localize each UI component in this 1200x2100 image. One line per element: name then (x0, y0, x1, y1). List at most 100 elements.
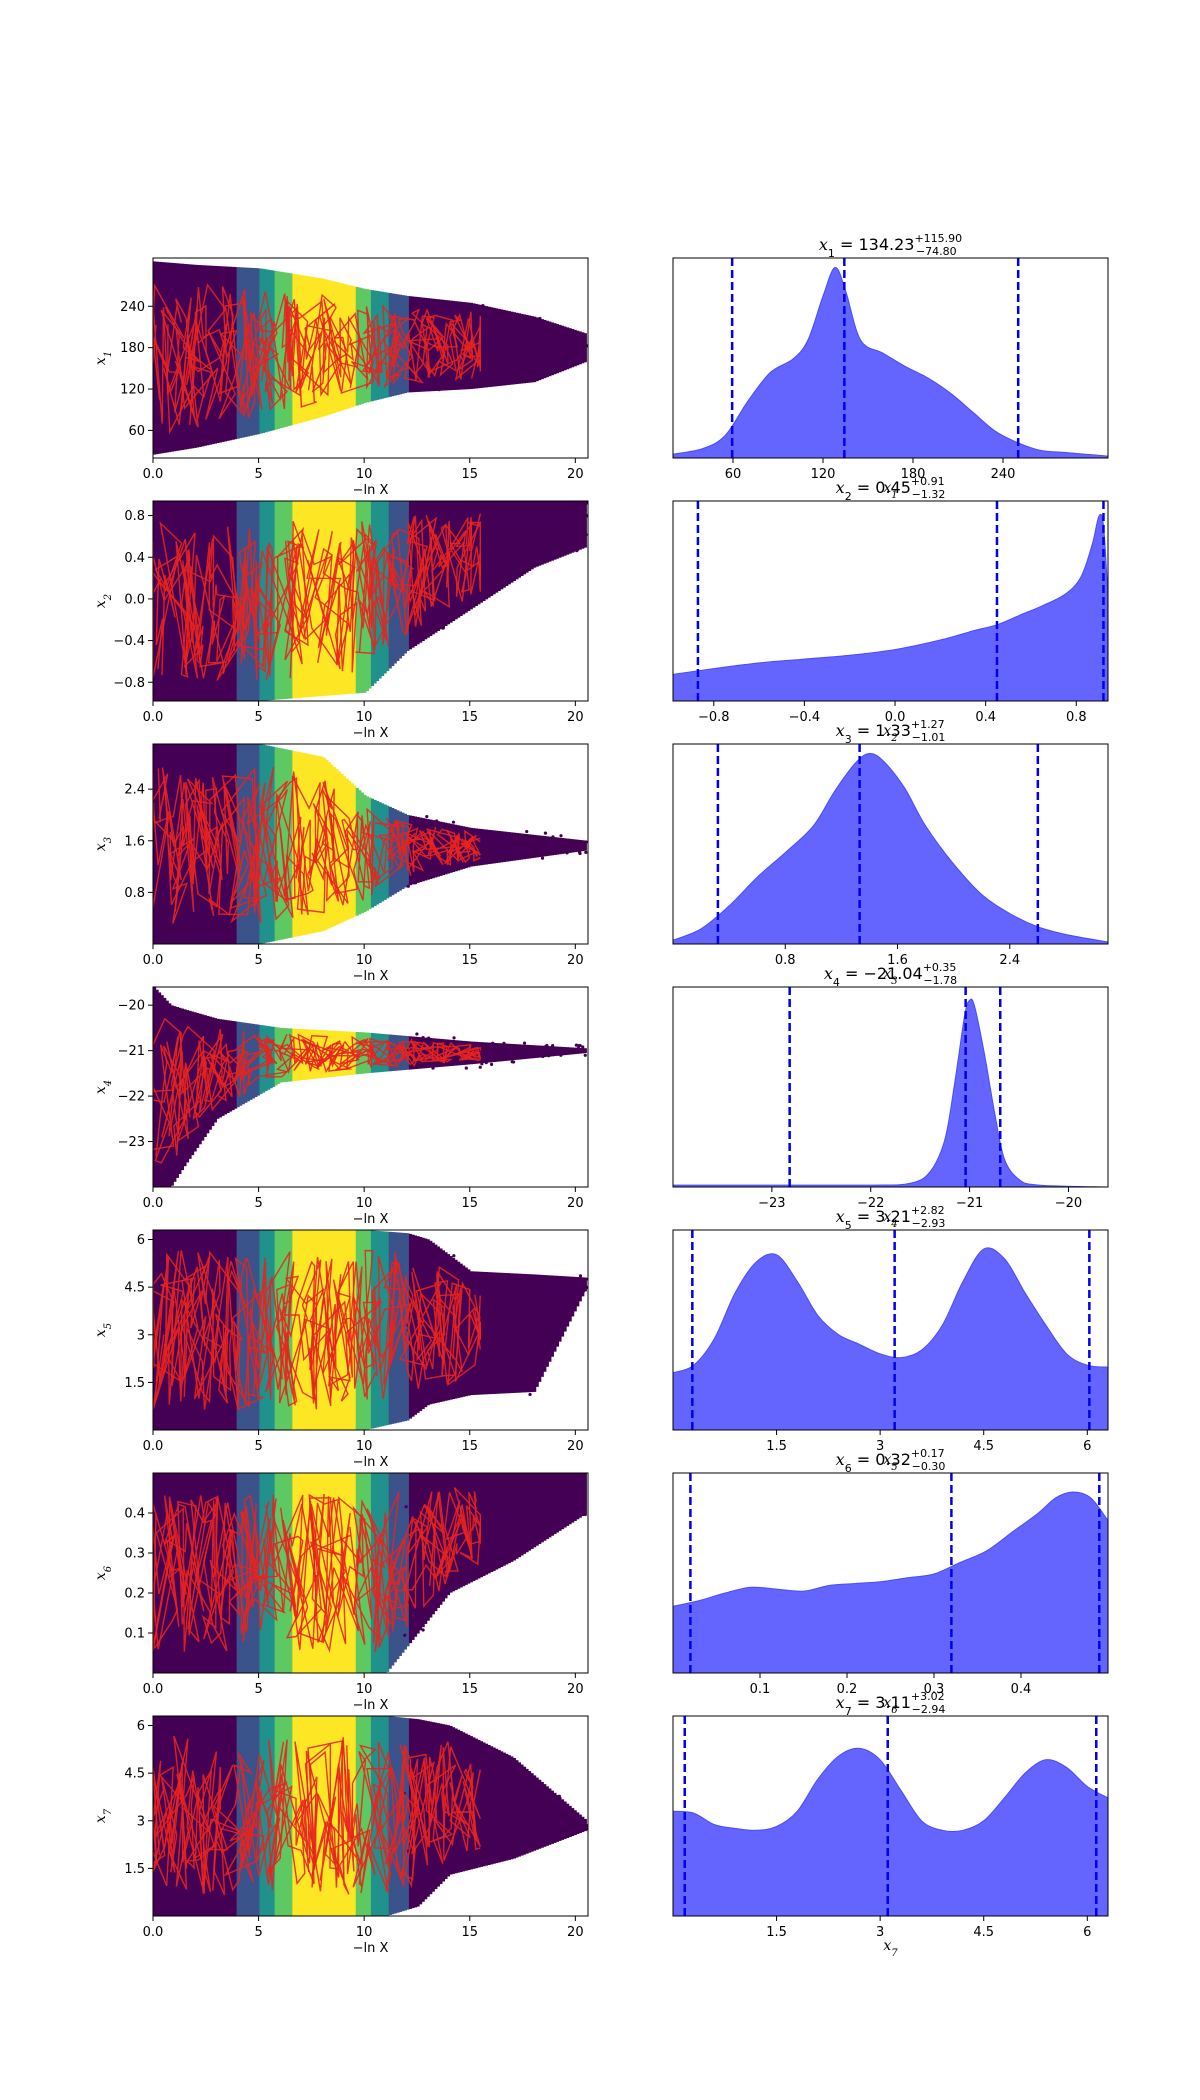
trace-panel-x7: 0.0 5 10 15 20 1.5 3 4.5 6 −ln X x7 (93, 1715, 589, 1956)
y-tick-label: −20 (118, 999, 145, 1014)
posterior-title: x7 = 3.11+3.02 −2.94 (836, 1690, 946, 1718)
y-axis-label: x1 (93, 351, 114, 365)
trace-line (153, 766, 478, 908)
trace-line (153, 1250, 481, 1411)
y-tick-label: 180 (120, 341, 145, 356)
x-tick-label: 0.4 (975, 710, 996, 725)
y-tick-label: 2.4 (124, 783, 145, 798)
y-tick-label: 3 (137, 1814, 145, 1829)
x-tick-label: 10 (356, 953, 373, 968)
y-tick-label: 4.5 (124, 1767, 145, 1782)
x-tick-label: 5 (254, 467, 262, 482)
x-axis-label: −ln X (353, 1212, 389, 1227)
x-tick-label: 0.0 (143, 1682, 164, 1697)
posterior-frame (672, 743, 1109, 945)
trace-line (153, 766, 481, 924)
x-axis-label: x5 (883, 1452, 897, 1473)
x-tick-label: 1.6 (887, 953, 908, 968)
x-tick-label: 10 (356, 710, 373, 725)
posterior-density (673, 1491, 1108, 1673)
trace-line (153, 515, 473, 675)
posterior-panel-x5: 1.5 3 4.5 6 x5 x5 = 3.21+2.82 −2.93 (672, 1204, 1109, 1473)
trace-line (153, 283, 474, 425)
x-tick-label: 3 (876, 1925, 884, 1940)
y-tick-label: 60 (128, 424, 145, 439)
x-tick-label: 5 (254, 1682, 262, 1697)
x-tick-label: 20 (567, 467, 584, 482)
x-axis-label: −ln X (353, 1941, 389, 1956)
posterior-title: x2 = 0.45+0.91 −1.32 (836, 475, 946, 503)
trace-scatter-x2 (153, 501, 588, 701)
y-tick-label: −23 (118, 1135, 145, 1150)
x-tick-label: 240 (991, 467, 1016, 482)
x-tick-label: 20 (567, 953, 584, 968)
posterior-title: x3 = 1.33+1.27 −1.01 (836, 718, 946, 746)
x-tick-label: 6 (1083, 1439, 1091, 1454)
y-tick-label: 0.8 (124, 509, 145, 524)
posterior-frame (672, 1715, 1109, 1917)
trace-scatter-x7 (153, 1716, 588, 1916)
y-tick-label: 0.3 (124, 1547, 145, 1562)
y-tick-label: 0.1 (124, 1627, 145, 1642)
trace-line (161, 521, 481, 679)
posterior-density (673, 513, 1108, 701)
x-tick-label: 0.0 (143, 467, 164, 482)
x-tick-label: 20 (567, 1925, 584, 1940)
x-tick-label: 1.5 (766, 1439, 787, 1454)
x-tick-label: 120 (811, 467, 836, 482)
x-axis-label: −ln X (353, 969, 389, 984)
trace-frame (152, 986, 589, 1188)
posterior-density (673, 1247, 1108, 1430)
x-tick-label: 4.5 (973, 1925, 994, 1940)
x-tick-label: 15 (461, 710, 478, 725)
x-tick-label: 10 (356, 467, 373, 482)
x-tick-label: 60 (725, 467, 742, 482)
y-tick-label: 240 (120, 300, 145, 315)
y-tick-label: 0.0 (124, 592, 145, 607)
y-tick-label: −0.4 (113, 634, 145, 649)
posterior-title: x1 = 134.23+115.90 −74.80 (819, 232, 962, 260)
x-tick-label: 0.0 (143, 1925, 164, 1940)
trace-panel-x2: 0.0 5 10 15 20 −0.8 −0.4 0.0 0.4 0.8 −ln X x2 (93, 500, 589, 741)
x-tick-label: 0.8 (775, 953, 796, 968)
x-tick-label: 15 (461, 1682, 478, 1697)
x-tick-label: 15 (461, 467, 478, 482)
trace-line (153, 1252, 482, 1410)
x-tick-label: 0.3 (924, 1682, 945, 1697)
posterior-frame (672, 257, 1109, 459)
y-tick-label: 6 (137, 1233, 145, 1248)
y-tick-label: −0.8 (113, 676, 145, 691)
x-axis-label: x1 (883, 480, 897, 501)
posterior-title: x5 = 3.21+2.82 −2.93 (836, 1204, 946, 1232)
x-tick-label: 10 (356, 1196, 373, 1211)
trace-line (153, 516, 481, 681)
trace-frame (152, 1472, 589, 1674)
trace-line (153, 293, 481, 435)
posterior-frame (672, 1229, 1109, 1431)
trace-scatter-x4 (153, 987, 587, 1187)
posterior-panel-x3: 0.8 1.6 2.4 x3 x3 = 1.33+1.27 −1.01 (672, 718, 1109, 987)
x-tick-label: 0.0 (885, 710, 906, 725)
x-tick-label: 5 (254, 1196, 262, 1211)
trace-frame (152, 743, 589, 945)
posterior-frame (672, 500, 1109, 702)
y-tick-label: 120 (120, 383, 145, 398)
y-axis-label: x6 (93, 1565, 114, 1580)
x-tick-label: −22 (857, 1196, 884, 1211)
y-axis-label: x5 (93, 1323, 114, 1337)
x-tick-label: 3 (876, 1439, 884, 1454)
x-tick-label: 5 (254, 1439, 262, 1454)
x-axis-label: −ln X (353, 726, 389, 741)
x-tick-label: 6 (1083, 1925, 1091, 1940)
trace-line (153, 1250, 481, 1410)
x-tick-label: 20 (567, 1682, 584, 1697)
trace-frame (152, 1229, 589, 1431)
trace-line (153, 1251, 482, 1409)
trace-panel-x6: 0.0 5 10 15 20 0.1 0.2 0.3 0.4 −ln X x6 (93, 1472, 589, 1713)
trace-panel-x5: 0.0 5 10 15 20 1.5 3 4.5 6 −ln X x5 (93, 1229, 589, 1470)
y-axis-label: x4 (93, 1080, 114, 1094)
y-tick-label: 0.4 (124, 1507, 145, 1522)
x-tick-label: 10 (356, 1682, 373, 1697)
y-tick-label: 0.4 (124, 551, 145, 566)
